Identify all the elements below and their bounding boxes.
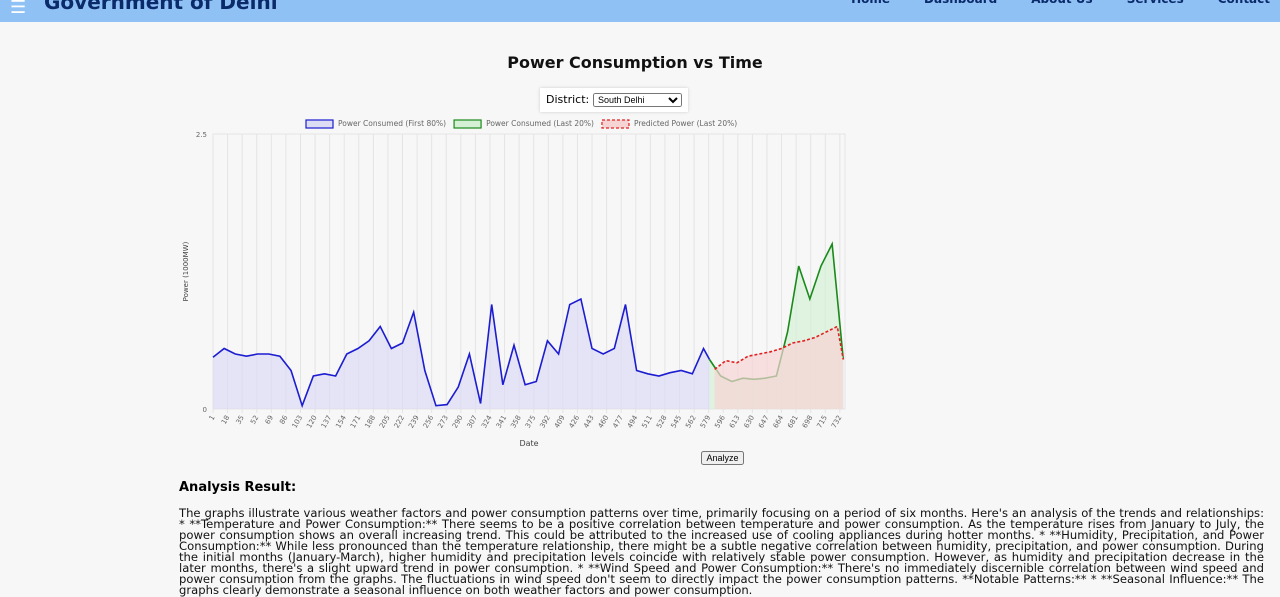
x-tick-label: 358 [509,414,523,430]
area-fill [213,299,710,409]
x-tick-label: 35 [234,414,245,426]
x-tick-label: 256 [422,414,436,430]
x-tick-label: 120 [305,414,319,430]
district-filter: District: South Delhi [540,88,688,112]
legend-swatch [453,119,482,129]
x-tick-label: 698 [801,414,815,430]
x-tick-label: 715 [815,414,829,430]
x-tick-label: 613 [728,414,742,430]
x-tick-label: 69 [264,414,275,426]
x-tick-label: 443 [582,414,596,430]
series-line [714,325,845,371]
x-tick-label: 409 [553,414,567,430]
x-tick-label: 528 [655,414,669,430]
x-tick-label: 375 [524,414,538,430]
x-tick-label: 154 [334,414,348,430]
district-select[interactable]: South Delhi [593,93,682,107]
x-tick-label: 1 [208,414,217,422]
x-tick-label: 324 [480,414,494,430]
legend-label: Power Consumed (Last 20%) [486,119,594,128]
x-tick-label: 477 [611,414,625,430]
x-tick-label: 494 [626,414,640,430]
x-tick-label: 205 [378,414,392,430]
legend-swatch [305,119,334,129]
chart-title: Power Consumption vs Time [507,53,763,72]
nav-link[interactable]: Dashboard [924,0,997,6]
x-tick-label: 392 [538,414,552,430]
x-tick-label: 341 [495,414,509,430]
x-tick-label: 52 [249,414,260,426]
x-tick-label: 426 [568,414,582,430]
header-bar: ☰ Government of Delhi Home Dashboard About… [0,0,1280,22]
x-tick-label: 188 [363,414,377,430]
x-tick-label: 171 [349,414,363,430]
y-tick-label: 2.5 [196,131,207,139]
legend-swatch [601,119,630,129]
x-tick-label: 630 [743,414,757,430]
x-tick-label: 290 [451,414,465,430]
legend-label: Power Consumed (First 80%) [338,119,446,128]
x-tick-label: 86 [278,414,290,426]
analysis-title: Analysis Result: [179,480,297,495]
x-tick-label: 545 [670,414,684,430]
analysis-text: The graphs illustrate various weather fa… [179,506,1264,597]
x-tick-label: 664 [772,414,786,430]
x-tick-label: 103 [291,414,305,430]
x-tick-label: 562 [684,414,698,430]
nav-link[interactable]: Services [1127,0,1184,6]
x-tick-label: 18 [220,414,231,426]
district-label: District: [546,93,590,106]
brand-title: Government of Delhi [44,0,278,14]
menu-icon[interactable]: ☰ [10,0,27,18]
nav-link[interactable]: Home [851,0,890,6]
x-tick-label: 681 [786,414,800,430]
nav: Home Dashboard About Us Services Contact [851,0,1270,6]
x-tick-label: 222 [393,414,407,430]
y-tick-label: 0 [203,406,207,414]
area-fill [714,326,844,409]
x-tick-label: 137 [320,414,334,430]
x-tick-label: 647 [757,414,771,430]
x-tick-label: 239 [407,414,421,430]
analyze-button[interactable]: Analyze [701,451,744,465]
x-axis-title: Date [519,439,538,448]
x-tick-label: 596 [713,414,727,430]
y-axis-title: Power (1000MW) [182,241,190,301]
x-tick-label: 511 [640,414,654,430]
x-tick-label: 307 [466,414,480,430]
x-tick-label: 732 [830,414,844,430]
legend-label: Predicted Power (Last 20%) [634,119,737,128]
x-tick-label: 460 [597,414,611,430]
nav-link[interactable]: Contact [1218,0,1270,6]
series-line [212,297,711,409]
nav-link[interactable]: About Us [1031,0,1092,6]
x-tick-label: 273 [436,414,450,430]
x-tick-label: 579 [699,414,713,430]
